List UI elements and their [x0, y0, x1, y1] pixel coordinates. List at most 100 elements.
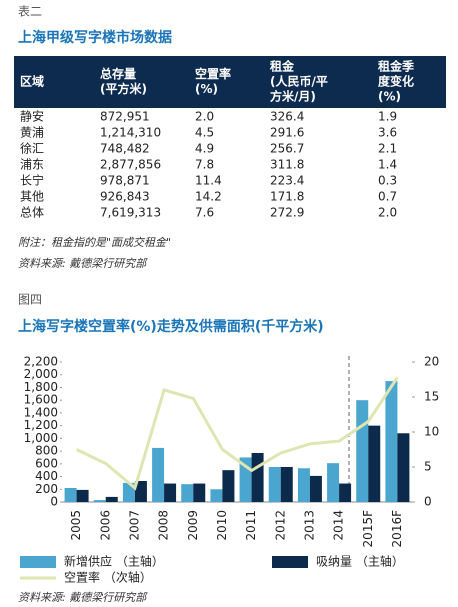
table-cell: 748,482: [100, 142, 150, 156]
bar: [268, 467, 281, 502]
table-cell: 浦东: [20, 158, 44, 172]
x-tick-label: 2007: [127, 510, 141, 541]
table-cell: 总体: [20, 206, 44, 220]
bar: [385, 381, 398, 502]
y-tick-label: 200: [35, 482, 58, 496]
y2-tick-label: 10: [424, 425, 439, 439]
bar: [105, 496, 118, 502]
x-tick-label: 2012: [273, 510, 287, 541]
table-header: 方米/月): [270, 89, 316, 104]
table-cell: 7.8: [195, 158, 214, 172]
y-tick-label: 0: [50, 495, 58, 509]
bar: [356, 400, 369, 502]
table-cell: 黄浦: [20, 126, 44, 140]
table-cell: 926,843: [100, 190, 150, 204]
table-cell: 2.1: [378, 142, 397, 156]
table-cell: 223.4: [270, 174, 304, 188]
bar: [76, 489, 89, 502]
x-tick-label: 2016F: [390, 510, 404, 548]
bar: [210, 489, 223, 502]
y-tick-label: 400: [35, 469, 58, 483]
bar: [193, 483, 206, 502]
y-tick-label: 1,200: [24, 418, 58, 432]
table-cell: 256.7: [270, 142, 304, 156]
table-cell: 0.7: [378, 190, 397, 204]
table-cell: 311.8: [270, 158, 304, 172]
table-cell: 7,619,313: [100, 206, 161, 220]
table-cell: 2.0: [195, 110, 214, 124]
chart-source: 资料来源: 戴德梁行研究部: [18, 591, 148, 604]
table-cell: 978,871: [100, 174, 150, 188]
x-tick-label: 2010: [215, 510, 229, 541]
figure-label: 图四: [18, 293, 42, 307]
table-cell: 326.4: [270, 110, 304, 124]
bar: [64, 488, 77, 502]
table-cell: 1.9: [378, 110, 397, 124]
bar: [327, 463, 340, 502]
y2-tick-label: 15: [424, 390, 439, 404]
bar: [181, 484, 194, 502]
table-note: 附注：租金指的是"面成交租金": [18, 236, 171, 249]
x-tick-label: 2015F: [361, 510, 375, 548]
table-cell: 4.9: [195, 142, 214, 156]
chart-title: 上海写字楼空置率(%)走势及供需面积(千平方米): [18, 318, 324, 335]
y-tick-label: 1,000: [24, 431, 58, 445]
bar: [297, 468, 310, 502]
table-cell: 1,214,310: [100, 126, 161, 140]
table-cell: 171.8: [270, 190, 304, 204]
table-header: 区域: [20, 74, 44, 89]
table-cell: 1.4: [378, 158, 397, 172]
x-tick-label: 2014: [332, 510, 346, 541]
table-header: 空置率: [195, 66, 231, 81]
table-label: 表二: [18, 5, 42, 19]
legend-swatch: [272, 556, 308, 568]
y2-tick-label: 0: [424, 495, 432, 509]
y2-tick-label: 20: [424, 355, 439, 369]
table-header: 总存量: [100, 66, 136, 81]
y2-tick-label: 5: [424, 460, 432, 474]
y-tick-label: 1,600: [24, 393, 58, 407]
bar: [134, 481, 147, 502]
table-header: 租金季: [378, 59, 415, 74]
y-tick-label: 2,000: [24, 367, 58, 381]
table-cell: 14.2: [195, 190, 222, 204]
bar: [251, 453, 264, 502]
bar: [339, 483, 352, 502]
bar: [152, 447, 165, 502]
table-header: (%): [378, 90, 401, 104]
y-tick-label: 2,200: [24, 355, 58, 369]
bar: [280, 467, 293, 502]
legend-swatch: [20, 556, 56, 568]
legend-label: 吸纳量 （主轴）: [316, 554, 404, 569]
table-cell: 2,877,856: [100, 158, 161, 172]
bar: [368, 425, 381, 502]
bar: [122, 482, 135, 502]
y-tick-label: 1,400: [24, 405, 58, 419]
bar: [309, 475, 322, 502]
table-header: (平方米): [100, 81, 147, 96]
y-tick-label: 800: [35, 444, 58, 458]
table-source: 资料来源: 戴德梁行研究部: [18, 257, 148, 270]
line-series: [75, 376, 399, 491]
bar: [164, 483, 177, 502]
table-cell: 2.0: [378, 206, 397, 220]
table-header: (%): [195, 82, 218, 96]
table-cell: 872,951: [100, 110, 150, 124]
table-cell: 其他: [20, 190, 44, 204]
legend-label: 新增供应 （主轴）: [64, 554, 164, 569]
table-cell: 3.6: [378, 126, 397, 140]
x-tick-label: 2006: [98, 510, 112, 541]
bar: [222, 470, 235, 502]
y-tick-label: 600: [35, 456, 58, 470]
table-cell: 0.3: [378, 174, 397, 188]
table-header: 度变化: [378, 74, 414, 89]
x-tick-label: 2005: [69, 510, 83, 541]
table-header: (人民币/平: [270, 74, 328, 89]
bar: [397, 433, 410, 502]
table-cell: 徐汇: [20, 141, 44, 156]
table-cell: 静安: [20, 109, 44, 124]
table-cell: 4.5: [195, 126, 214, 140]
table-header: 租金: [270, 59, 295, 74]
x-tick-label: 2011: [244, 510, 258, 541]
